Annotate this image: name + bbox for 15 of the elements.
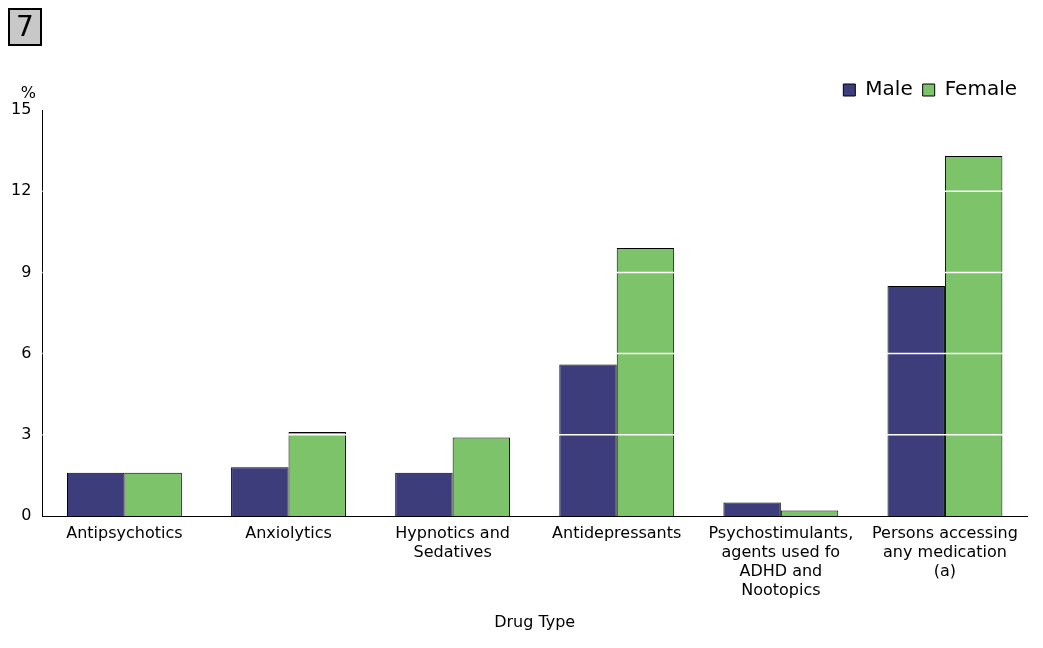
x-tick-label: Anxiolytics [245, 522, 332, 542]
x-tick-label: Antidepressants [552, 522, 682, 542]
chart-title: 7 [8, 8, 42, 46]
legend-label: Male [865, 76, 913, 101]
y-tick-label: 9 [21, 261, 32, 281]
legend-label: Female [944, 76, 1018, 101]
y-tick-label: 3 [21, 423, 32, 443]
x-tick-label: Psychostimulants, agents used fo ADHD and Nootopics [708, 522, 854, 600]
y-tick-label: 12 [11, 180, 32, 200]
y-tick-label: 0 [21, 505, 32, 525]
x-tick-label: Hypnotics and Sedatives [395, 522, 510, 561]
x-tick-label: Antipsychotics [66, 522, 183, 542]
y-tick-label: 6 [21, 342, 32, 362]
x-tick-label: Persons accessing any medication (a) [872, 522, 1018, 581]
x-axis-title: Drug Type [494, 611, 576, 631]
